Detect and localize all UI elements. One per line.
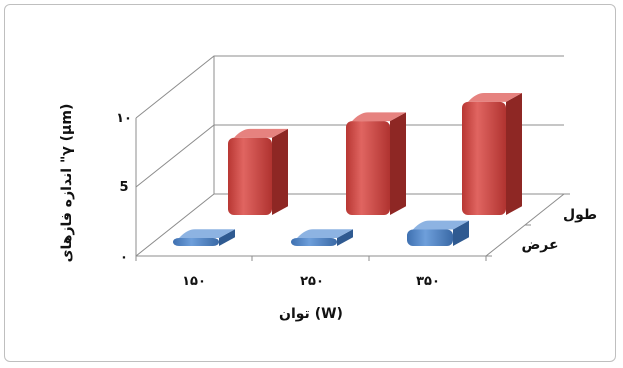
series-label-length: طول — [563, 207, 597, 223]
bar-width-1-top — [297, 229, 353, 238]
bar-width-2-front — [407, 229, 453, 246]
bar-width-2-side — [453, 220, 469, 246]
bar-length-1-side — [390, 112, 406, 215]
bar-width-0 — [173, 229, 235, 246]
bar-width-1-side — [337, 229, 353, 246]
x-tick-0: ۱۵۰ — [182, 274, 206, 289]
bar-length-2-top — [468, 93, 522, 102]
grid-lines — [135, 55, 570, 261]
bar-width-2-top — [413, 220, 469, 230]
bar-length-2-front — [462, 101, 506, 215]
bar-length-2-side — [506, 93, 522, 215]
x-tick-2: ۳۵۰ — [416, 274, 440, 289]
bar-length-1-top — [352, 112, 406, 122]
bar-length-2 — [462, 93, 522, 215]
bar-width-1-front — [291, 238, 337, 246]
bar-length-1-front — [346, 121, 390, 215]
bar-width-1 — [291, 229, 353, 246]
bars-layer — [173, 93, 522, 246]
bar-length-1 — [346, 112, 406, 215]
bar-width-0-top — [179, 229, 235, 238]
bar-width-2 — [407, 220, 469, 246]
bar-length-0-front — [228, 137, 272, 215]
y-tick-1: 5 — [119, 180, 128, 195]
bar-width-0-side — [219, 229, 235, 246]
series-label-width: عرض — [521, 237, 558, 253]
x-axis-title: توان (W) — [279, 306, 343, 322]
bar-length-0 — [228, 128, 288, 215]
bar-length-0-top — [234, 128, 288, 138]
x-tick-1: ۲۵۰ — [300, 274, 324, 289]
bar-width-0-front — [173, 238, 219, 246]
y-tick-2: ۱۰ — [116, 111, 132, 126]
y-tick-0: ۰ — [120, 250, 128, 265]
bar-length-0-side — [272, 128, 288, 215]
y-axis-title: اندازه فازهای "γ (μm) — [59, 104, 75, 263]
